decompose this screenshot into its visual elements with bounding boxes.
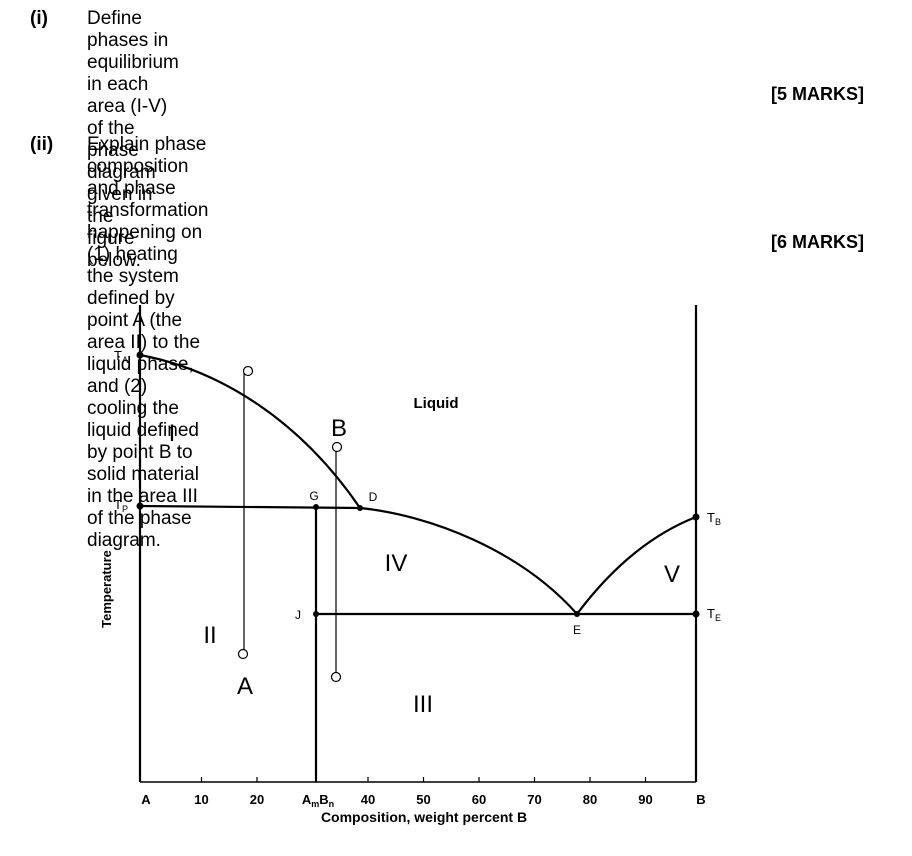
question-2-line-2: the system defined by point A (the area … [87, 266, 201, 419]
question-1-line-2: figure below. [87, 228, 141, 271]
liquidus-e-b-curve [576, 515, 697, 615]
point-a-top-marker [242, 365, 254, 377]
x-axis-label: Composition, weight percent B [321, 809, 527, 825]
liquid-label: Liquid [414, 395, 459, 412]
question-2-text: Explain phase composition and phase tran… [87, 134, 208, 552]
tb-label: TB [707, 510, 721, 527]
x-tick-label: 20 [250, 792, 264, 807]
question-2-number: (ii) [30, 134, 54, 155]
b-label: B [331, 415, 347, 442]
x-tick-label: 60 [472, 792, 486, 807]
y-axis-label: Temperature [99, 550, 114, 628]
question-2-line-1: Explain phase composition and phase tran… [87, 134, 209, 265]
tp-label: TP [114, 497, 128, 514]
x-tick-label: A [141, 792, 151, 807]
ta-dot [136, 351, 144, 359]
x-tick-label: 70 [527, 792, 541, 807]
j-dot [313, 611, 319, 617]
x-tick-label: 90 [638, 792, 652, 807]
region-ii-label: II [203, 622, 216, 649]
compound-label: AmBn [302, 792, 334, 809]
point-b-marker [331, 441, 343, 453]
x-tick-label: 50 [416, 792, 430, 807]
x-tick-label: 80 [583, 792, 597, 807]
region-v-label: V [664, 561, 680, 588]
question-1-text: Define phases in equilibrium in each are… [87, 8, 179, 272]
te-label: TE [707, 606, 721, 623]
te-dot [692, 610, 700, 618]
tb-dot [692, 513, 700, 521]
x-tick-label: 40 [361, 792, 375, 807]
x-tick-label: B [696, 792, 705, 807]
question-1-marks: [5 MARKS] [771, 84, 864, 104]
g-dot [313, 504, 319, 510]
region-iii-label: III [413, 691, 433, 718]
question-1-line-1: Define phases in equilibrium in each are… [87, 8, 179, 227]
peritectic-line [139, 504, 361, 510]
d-dot [357, 505, 363, 511]
a-label: A [237, 673, 253, 700]
d-label: D [369, 490, 378, 504]
region-iv-label: IV [385, 550, 408, 577]
e-label: E [573, 623, 581, 637]
region-i-label: I [169, 420, 176, 447]
point-a-marker [237, 648, 249, 660]
g-label: G [309, 489, 318, 503]
question-2-marks: [6 MARKS] [771, 232, 864, 252]
tp-dot [136, 502, 144, 510]
e-dot [574, 611, 580, 617]
j-label: J [295, 608, 301, 622]
question-1-number: (i) [30, 8, 48, 29]
x-tick-label: 10 [194, 792, 208, 807]
liquidus-d-e-curve [359, 506, 578, 615]
ta-label: TA [114, 348, 128, 365]
point-b-bottom-marker [330, 671, 342, 683]
